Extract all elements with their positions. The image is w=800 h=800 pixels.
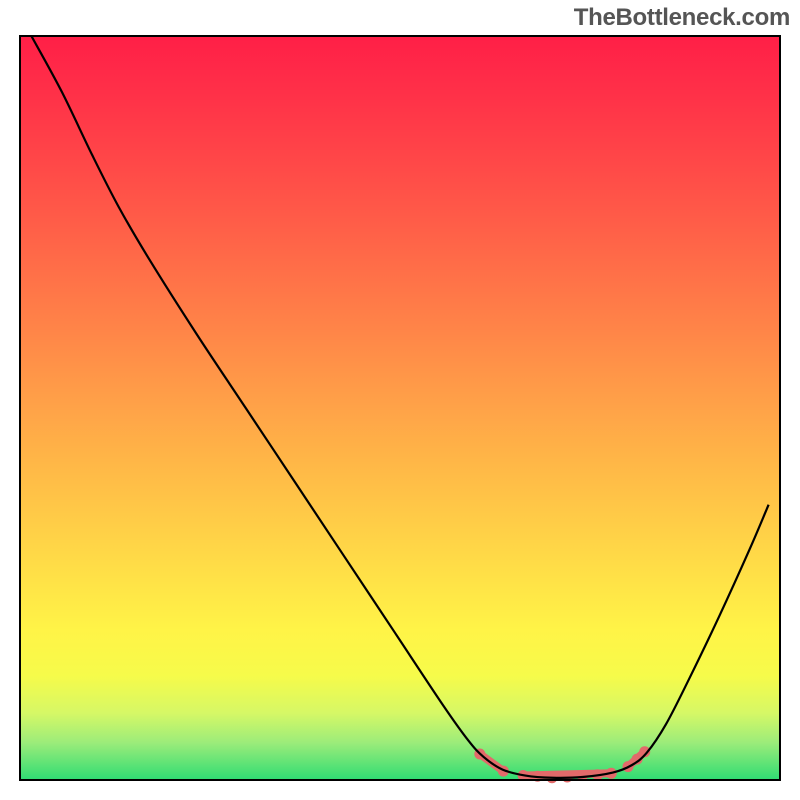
gradient-background [20,36,780,780]
chart-svg [0,0,800,800]
watermark-text: TheBottleneck.com [574,4,790,32]
plot-area [20,36,780,783]
bottleneck-chart: TheBottleneck.com [0,0,800,800]
